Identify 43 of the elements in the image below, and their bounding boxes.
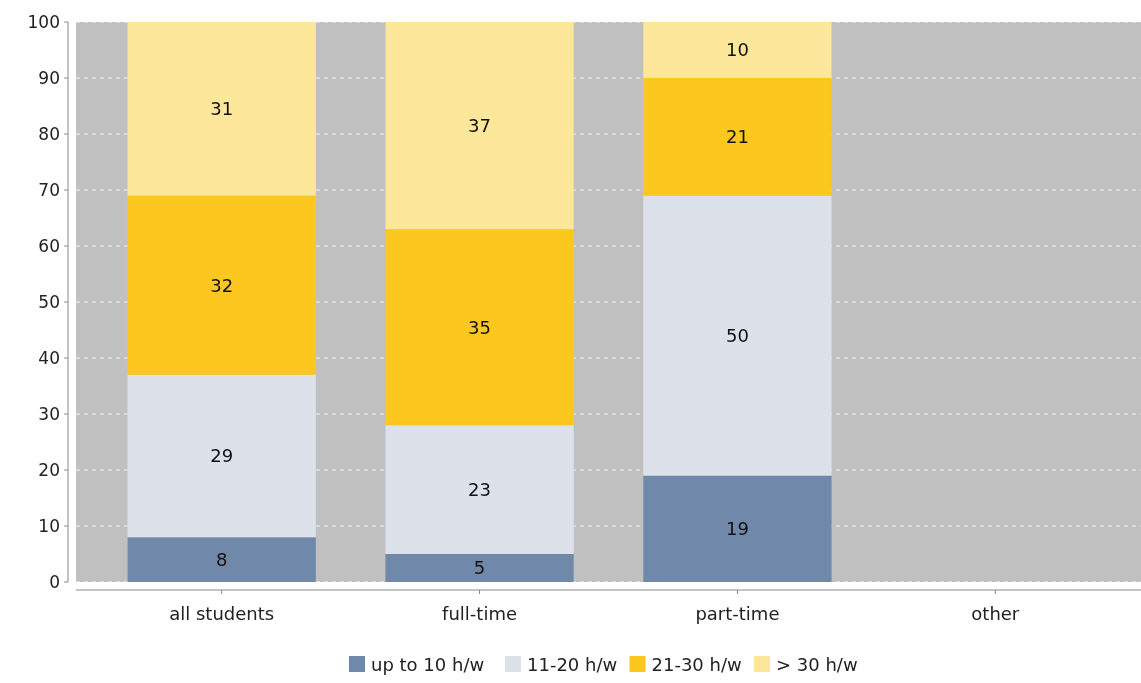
legend-label: up to 10 h/w [371, 654, 485, 675]
x-tick-label: full-time [442, 603, 518, 624]
x-tick-label: other [971, 603, 1020, 624]
data-label: 5 [473, 557, 486, 579]
bar [127, 22, 316, 196]
x-tick-label: part-time [695, 603, 780, 624]
y-tick-label: 0 [49, 571, 60, 592]
bar [643, 195, 832, 476]
data-label: 31 [210, 98, 234, 120]
bar [643, 22, 832, 78]
legend-label: > 30 h/w [776, 654, 858, 675]
bar [643, 475, 832, 582]
bar [385, 425, 574, 554]
data-label: 8 [215, 548, 228, 570]
data-label: 50 [725, 324, 749, 346]
y-tick-label: 90 [38, 67, 60, 88]
y-tick-label: 40 [38, 347, 60, 368]
y-tick-label: 50 [38, 291, 60, 312]
bar [127, 374, 316, 538]
bar [127, 195, 316, 375]
y-tick-label: 30 [38, 403, 60, 424]
y-tick-label: 60 [38, 235, 60, 256]
y-tick-label: 10 [38, 515, 60, 536]
data-label: 29 [210, 445, 234, 467]
y-tick-label: 20 [38, 459, 60, 480]
data-label: 37 [468, 114, 492, 136]
legend-label: 21-30 h/w [651, 654, 742, 675]
y-tick-label: 100 [27, 11, 60, 32]
data-label: 19 [725, 518, 749, 540]
data-label: 23 [468, 478, 492, 500]
legend-label: 11-20 h/w [527, 654, 618, 675]
bar [385, 229, 574, 426]
bar [385, 22, 574, 230]
data-label: 32 [210, 274, 234, 296]
bar [643, 78, 832, 196]
y-tick-label: 80 [38, 123, 60, 144]
data-label: 21 [725, 126, 749, 148]
bar [385, 554, 574, 582]
data-label: 10 [725, 39, 749, 61]
x-tick-label: all students [169, 603, 275, 624]
y-tick-label: 70 [38, 179, 60, 200]
data-label: 35 [468, 316, 492, 338]
bar [127, 537, 316, 582]
